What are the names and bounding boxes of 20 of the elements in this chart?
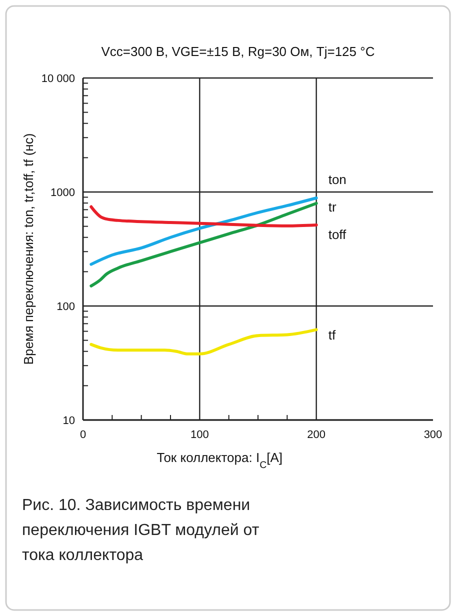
x-tick-label: 200: [307, 429, 326, 441]
series-label: ton: [328, 172, 346, 187]
series-label: tr: [328, 199, 337, 214]
series-label: tf: [328, 328, 336, 343]
x-tick-label: 100: [190, 429, 209, 441]
line-series: [90, 202, 318, 288]
line-series: [90, 328, 318, 356]
x-tick-label: 0: [80, 429, 86, 441]
x-tick-label: 300: [424, 429, 442, 441]
y-tick-label: 100: [56, 301, 75, 313]
y-tick-label: 1000: [50, 187, 75, 199]
series-label: toff: [328, 226, 347, 242]
line-series: [90, 196, 318, 266]
line-series: [90, 205, 318, 228]
y-axis-title: Время переключения: ton, tr,toff, tf (нс): [21, 133, 36, 365]
text: Рис. 10. Зависимость времени переключения IGBT модулей от тока коллектора: [22, 497, 260, 564]
x-axis-title: Ток коллектора: I$_{C}$[A]: [156, 450, 283, 470]
y-tick-label: 10: [62, 415, 75, 427]
y-tick-label: 10 000: [41, 73, 75, 85]
chart-title: Vcc=300 В, VGE=±15 В, Rg=30 Ом, Tj=125 °C: [101, 44, 375, 59]
